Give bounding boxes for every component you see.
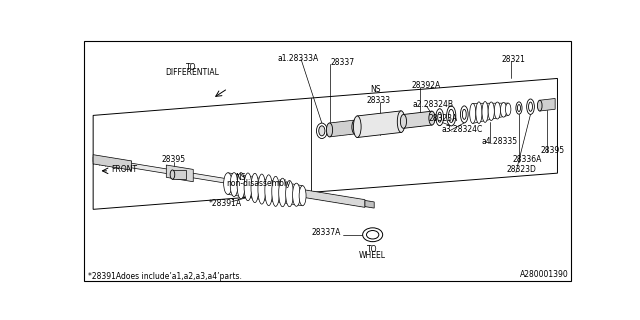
Ellipse shape xyxy=(363,228,383,242)
Text: 28337: 28337 xyxy=(330,58,355,67)
Text: 28392A: 28392A xyxy=(411,81,440,90)
Ellipse shape xyxy=(352,120,358,134)
Text: WHEEL: WHEEL xyxy=(359,251,386,260)
Ellipse shape xyxy=(244,173,252,201)
Polygon shape xyxy=(303,189,365,207)
Polygon shape xyxy=(357,111,401,138)
Ellipse shape xyxy=(529,102,532,111)
Text: a4.28335: a4.28335 xyxy=(482,137,518,146)
Polygon shape xyxy=(403,111,432,128)
Text: 28336A: 28336A xyxy=(513,156,542,164)
Ellipse shape xyxy=(319,126,325,136)
Ellipse shape xyxy=(401,115,406,128)
Ellipse shape xyxy=(279,178,287,207)
Text: 28321: 28321 xyxy=(501,55,525,64)
Ellipse shape xyxy=(517,105,520,111)
Text: NS: NS xyxy=(371,84,381,93)
Ellipse shape xyxy=(292,183,300,206)
Ellipse shape xyxy=(476,102,482,124)
Text: non-disassembly: non-disassembly xyxy=(227,179,291,188)
Ellipse shape xyxy=(429,111,435,125)
Text: a2.28324B: a2.28324B xyxy=(413,100,454,109)
Ellipse shape xyxy=(494,102,500,119)
Ellipse shape xyxy=(316,123,327,139)
Ellipse shape xyxy=(397,111,405,132)
Polygon shape xyxy=(93,155,132,170)
Ellipse shape xyxy=(367,230,379,239)
Ellipse shape xyxy=(506,103,511,116)
Ellipse shape xyxy=(527,99,534,114)
Ellipse shape xyxy=(265,175,273,206)
Ellipse shape xyxy=(470,103,476,124)
Ellipse shape xyxy=(447,106,456,126)
Text: 28323A: 28323A xyxy=(428,114,458,123)
Polygon shape xyxy=(330,120,355,137)
Ellipse shape xyxy=(258,174,266,204)
Polygon shape xyxy=(93,78,557,209)
Text: 28337A: 28337A xyxy=(311,228,340,237)
Ellipse shape xyxy=(438,112,442,122)
Text: FRONT: FRONT xyxy=(111,165,137,174)
Ellipse shape xyxy=(482,101,488,122)
Text: A280001390: A280001390 xyxy=(520,270,568,279)
Ellipse shape xyxy=(436,109,444,126)
Ellipse shape xyxy=(353,116,361,138)
Text: NS: NS xyxy=(236,173,246,182)
Text: *28391A: *28391A xyxy=(209,198,242,208)
Ellipse shape xyxy=(237,172,245,199)
Text: a3.28324C: a3.28324C xyxy=(442,124,483,134)
Ellipse shape xyxy=(299,186,306,206)
Text: TO: TO xyxy=(186,63,197,72)
Ellipse shape xyxy=(462,109,466,119)
Text: 28395: 28395 xyxy=(162,156,186,164)
Text: *28391Adoes include’a1,a2,a3,a4’parts.: *28391Adoes include’a1,a2,a3,a4’parts. xyxy=(88,272,242,281)
Text: a1.28333A: a1.28333A xyxy=(278,54,319,63)
Ellipse shape xyxy=(488,102,494,120)
Text: 28395: 28395 xyxy=(541,146,564,155)
Ellipse shape xyxy=(538,100,542,111)
Ellipse shape xyxy=(223,173,232,194)
Text: 28323D: 28323D xyxy=(507,165,536,174)
Text: DIFFERENTIAL: DIFFERENTIAL xyxy=(164,68,219,77)
Ellipse shape xyxy=(170,170,175,179)
Polygon shape xyxy=(365,200,374,208)
Polygon shape xyxy=(172,170,186,179)
Text: 28333: 28333 xyxy=(367,96,390,105)
Text: TO: TO xyxy=(367,245,378,254)
Polygon shape xyxy=(540,99,555,111)
Ellipse shape xyxy=(326,123,333,137)
Ellipse shape xyxy=(272,176,280,206)
Ellipse shape xyxy=(460,106,468,123)
Ellipse shape xyxy=(230,173,238,196)
Ellipse shape xyxy=(449,109,454,123)
Ellipse shape xyxy=(285,180,293,207)
Ellipse shape xyxy=(516,102,522,114)
Ellipse shape xyxy=(251,173,259,203)
Polygon shape xyxy=(93,157,308,197)
Ellipse shape xyxy=(500,102,507,117)
Polygon shape xyxy=(166,165,193,182)
